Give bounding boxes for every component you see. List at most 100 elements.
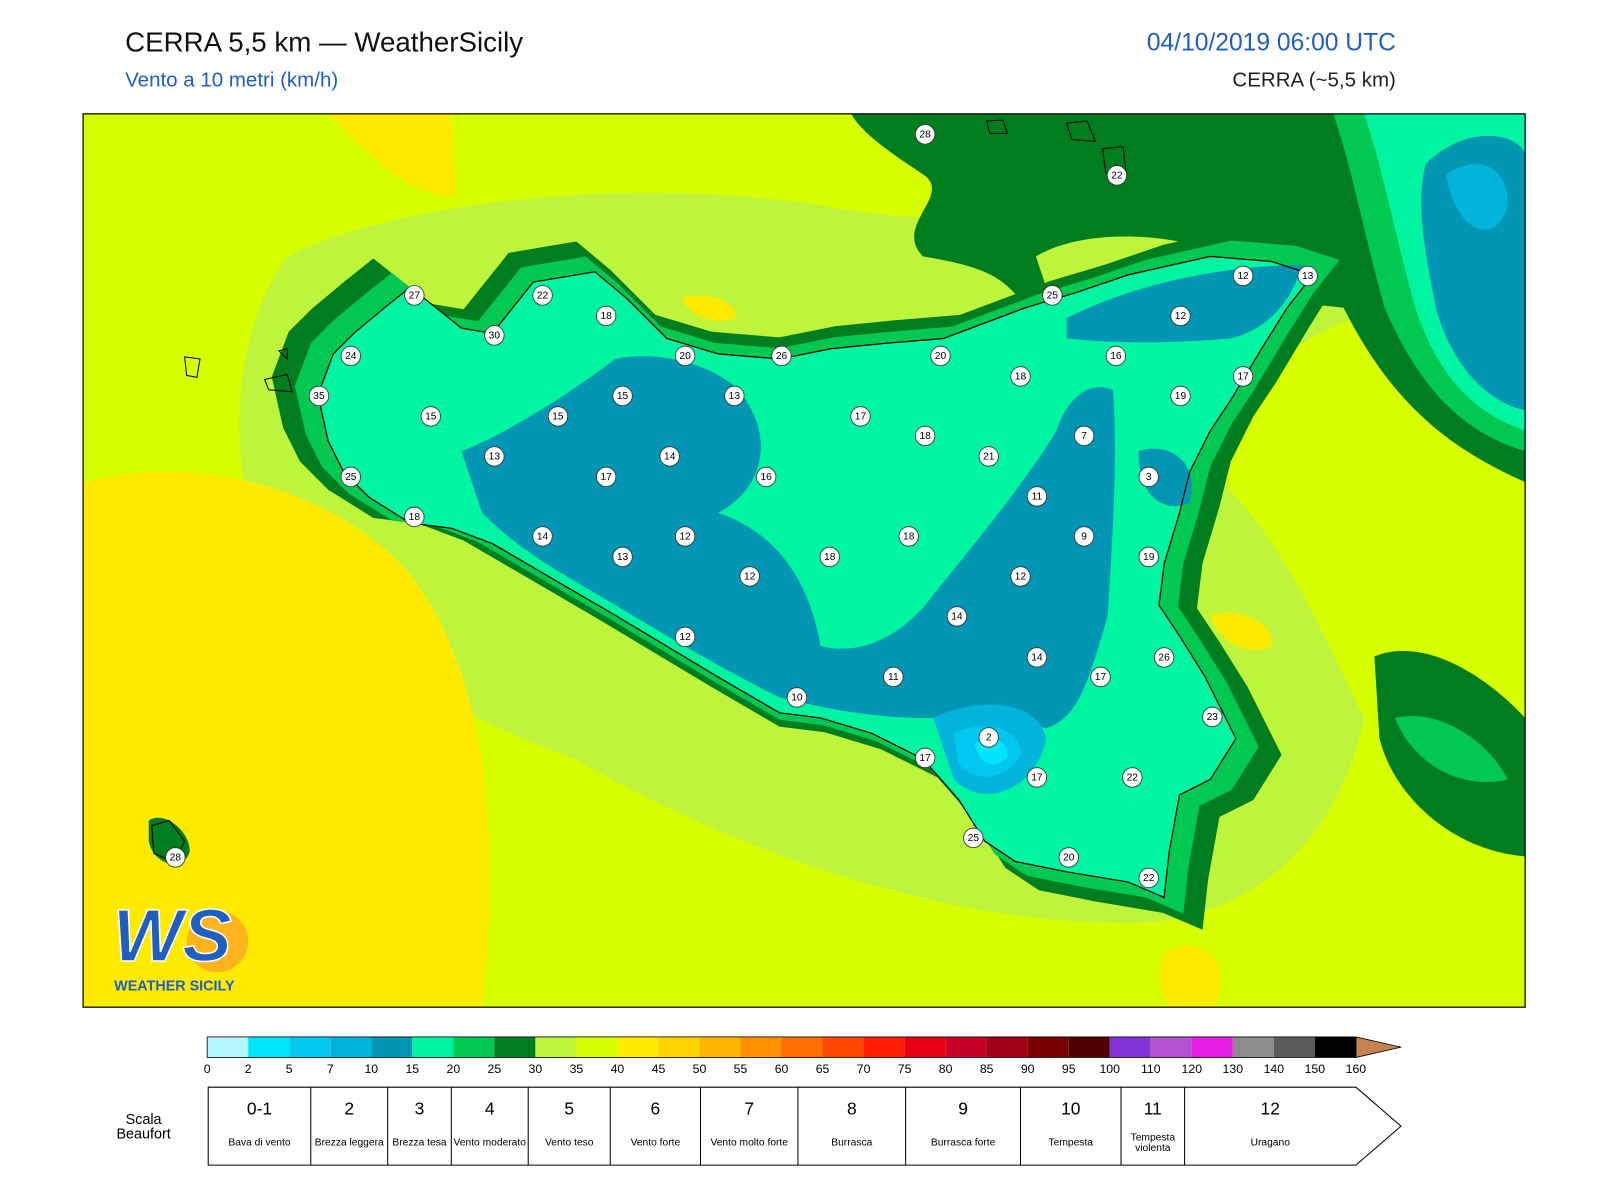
colorbar-tick-label: 7 <box>327 1062 334 1076</box>
colorbar-tick-label: 65 <box>816 1062 830 1076</box>
beaufort-label-box: Burrasca <box>831 1137 873 1149</box>
colorbar-tick-label: 110 <box>1141 1062 1161 1076</box>
station-value: 13 <box>1302 271 1314 282</box>
beaufort-force: 2 <box>344 1098 354 1118</box>
colorbar-tick-label: 130 <box>1223 1062 1244 1076</box>
beaufort-force: 4 <box>485 1098 495 1118</box>
colorbar-segment <box>330 1036 372 1058</box>
beaufort-force: 0-1 <box>247 1098 272 1118</box>
colorbar-segment <box>1273 1036 1315 1058</box>
beaufort-force: 9 <box>958 1098 968 1118</box>
station-value: 10 <box>791 693 803 704</box>
beaufort-label: Burrasca forte <box>930 1137 996 1149</box>
station-value: 17 <box>1031 773 1043 784</box>
colorbar-segment <box>412 1036 454 1058</box>
station-value: 22 <box>537 291 549 302</box>
station-value: 18 <box>903 532 915 543</box>
colorbar-tick-label: 45 <box>652 1062 666 1076</box>
station-marker <box>1170 305 1191 327</box>
station-marker <box>1232 265 1254 287</box>
station-value: 13 <box>617 552 629 563</box>
station-value: 2 <box>986 733 992 744</box>
colorbar-segment <box>371 1036 413 1058</box>
station-marker <box>1010 566 1031 587</box>
run-date: 04/10/2019 06:00 UTC <box>1147 30 1396 57</box>
colorbar-tick-label: 160 <box>1346 1062 1367 1076</box>
station-marker <box>1010 366 1031 387</box>
station-marker <box>1073 425 1095 447</box>
colorbar-tick-label: 90 <box>1021 1062 1035 1076</box>
station-value: 30 <box>489 331 501 342</box>
field-40-45 <box>83 471 490 1008</box>
station-marker <box>595 305 617 327</box>
beaufort-label-box: Tempesta violenta <box>1130 1132 1176 1154</box>
colorbar-segment <box>576 1036 618 1058</box>
colorbar-tick-label: 30 <box>529 1062 543 1076</box>
station-value: 22 <box>1111 171 1123 182</box>
station-value: 14 <box>537 532 549 543</box>
beaufort-label-box: Tempesta <box>1049 1138 1093 1148</box>
station-value: 13 <box>729 391 741 402</box>
island <box>986 119 1008 134</box>
field-20-25 <box>1394 715 1508 783</box>
beaufort-label-box: Vento moderato <box>454 1138 526 1148</box>
station-value: 25 <box>1047 291 1059 302</box>
colorbar-tick-label: 70 <box>857 1062 871 1076</box>
station-value: 16 <box>1110 351 1122 362</box>
station-value: 12 <box>1175 311 1187 322</box>
logo-sun <box>186 910 249 973</box>
station-value: 17 <box>600 472 612 483</box>
station-value: 16 <box>760 472 772 483</box>
colorbar-segment <box>904 1036 946 1058</box>
station-value: 23 <box>1207 712 1219 723</box>
beaufort-label: Burrasca <box>831 1137 873 1149</box>
beaufort-force: 3 <box>415 1098 425 1118</box>
beaufort-label: Tempesta violenta <box>1130 1132 1176 1154</box>
station-marker <box>1138 466 1159 488</box>
beaufort-force: 6 <box>651 1098 661 1118</box>
station-value: 7 <box>1081 431 1087 442</box>
colorbar-segment <box>781 1036 823 1058</box>
beaufort-label-box: Burrasca forte <box>930 1137 996 1149</box>
station-marker <box>612 385 633 407</box>
colorbar: 0 2 5 7 10 15 20 25 30 35 40 45 50 55 60 65 70 75 80 85 90 95… <box>204 1036 1402 1076</box>
colorbar-segment <box>1191 1036 1233 1058</box>
colorbar-segment <box>617 1036 659 1058</box>
colorbar-segment <box>207 1036 249 1058</box>
station-value: 18 <box>409 512 421 523</box>
station-value: 12 <box>1015 572 1027 583</box>
station-value: 28 <box>170 853 182 864</box>
colorbar-tick-label: 15 <box>405 1062 419 1076</box>
colorbar-tick-label: 85 <box>980 1062 994 1076</box>
beaufort-label-box: Vento teso <box>545 1138 593 1148</box>
island <box>1065 120 1097 143</box>
station-value: 17 <box>919 753 931 764</box>
beaufort-title: Scala Beaufort <box>116 1110 171 1142</box>
station-marker <box>1058 847 1079 868</box>
station-marker <box>484 446 505 467</box>
colorbar-segment <box>863 1036 905 1058</box>
beaufort-label: Brezza leggera <box>314 1137 384 1149</box>
colorbar-segment <box>289 1036 331 1058</box>
station-marker <box>674 345 696 367</box>
station-marker <box>484 325 505 346</box>
colorbar-segment <box>1027 1036 1069 1058</box>
beaufort-label-box: Uragano <box>1251 1138 1290 1148</box>
colorbar-segment <box>658 1036 700 1058</box>
colorbar-segment <box>1232 1036 1274 1058</box>
colorbar-segment <box>1150 1036 1192 1058</box>
beaufort-scale: Scala Beaufort 0-1 Bava di vento 2 Brezza le… <box>116 1086 1402 1166</box>
station-marker <box>898 526 919 547</box>
station-marker <box>612 546 633 568</box>
colorbar-tick-label: 40 <box>611 1062 625 1076</box>
logo-name: WEATHER SICILY <box>114 978 235 994</box>
station-marker <box>404 285 425 306</box>
colorbar-tick-label: 100 <box>1099 1062 1120 1076</box>
station-value: 15 <box>617 391 629 402</box>
colorbar-segment <box>535 1036 577 1058</box>
colorbar-segment <box>453 1036 495 1058</box>
station-value: 12 <box>1237 271 1249 282</box>
